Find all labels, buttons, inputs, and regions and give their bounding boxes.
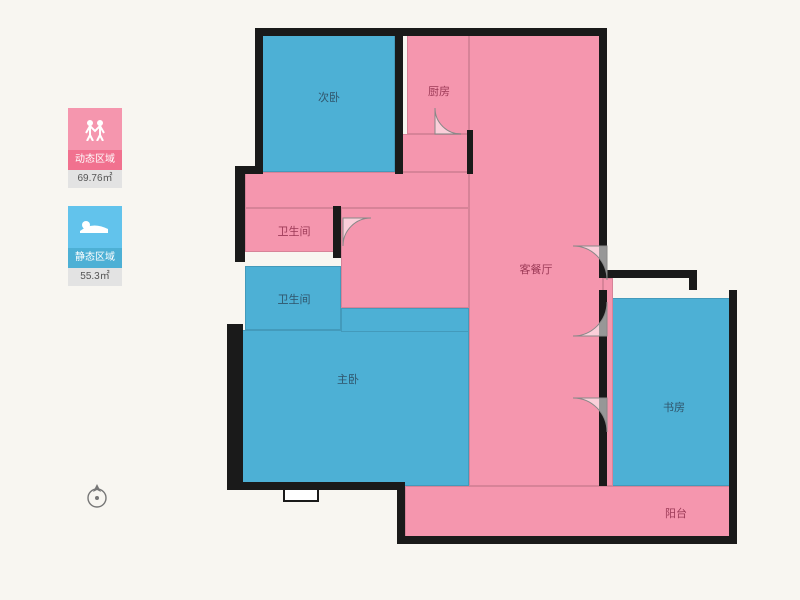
compass-icon [82, 480, 112, 510]
room-label-living: 客餐厅 [520, 261, 553, 277]
room-label-bath1: 卫生间 [278, 223, 311, 239]
room-bath2: 卫生间 [245, 266, 341, 330]
room-sec-bedroom: 次卧 [261, 34, 395, 172]
room-balcony: 阳台 [405, 486, 731, 540]
wall-7 [467, 130, 473, 174]
door-1 [573, 302, 641, 370]
step-0 [283, 488, 319, 502]
room-label-balcony: 阳台 [665, 505, 687, 521]
room-master: 主卧 [235, 330, 469, 486]
wall-14 [235, 254, 245, 262]
legend-static-title: 静态区域 [68, 248, 122, 268]
room-label-sec-bedroom: 次卧 [318, 89, 340, 105]
room-label-kitchen: 厨房 [428, 83, 450, 99]
wall-6 [395, 28, 403, 174]
wall-10 [729, 290, 737, 544]
room-label-master: 主卧 [337, 371, 359, 387]
legend-dynamic-card: 动态区域 69.76㎡ [68, 108, 122, 188]
sleep-icon [68, 206, 122, 248]
legend-dynamic-value: 69.76㎡ [68, 170, 122, 188]
door-0 [573, 212, 641, 280]
legend-static-value: 55.3㎡ [68, 268, 122, 286]
wall-4 [227, 324, 243, 490]
wall-0 [255, 28, 607, 36]
room-master-ext [341, 308, 469, 332]
door-3 [315, 190, 371, 246]
wall-1 [255, 28, 263, 172]
wall-3 [235, 166, 245, 262]
legend-static-card: 静态区域 55.3㎡ [68, 206, 122, 286]
room-label-bath2: 卫生间 [278, 291, 311, 307]
wall-12 [397, 536, 737, 544]
legend-dynamic-title: 动态区域 [68, 150, 122, 170]
door-4 [409, 108, 461, 160]
wall-16 [689, 270, 697, 290]
wall-13 [397, 484, 405, 542]
room-label-study: 书房 [663, 399, 685, 415]
legend: 动态区域 69.76㎡ 静态区域 55.3㎡ [68, 108, 122, 304]
people-icon [68, 108, 122, 150]
door-2 [573, 364, 641, 432]
